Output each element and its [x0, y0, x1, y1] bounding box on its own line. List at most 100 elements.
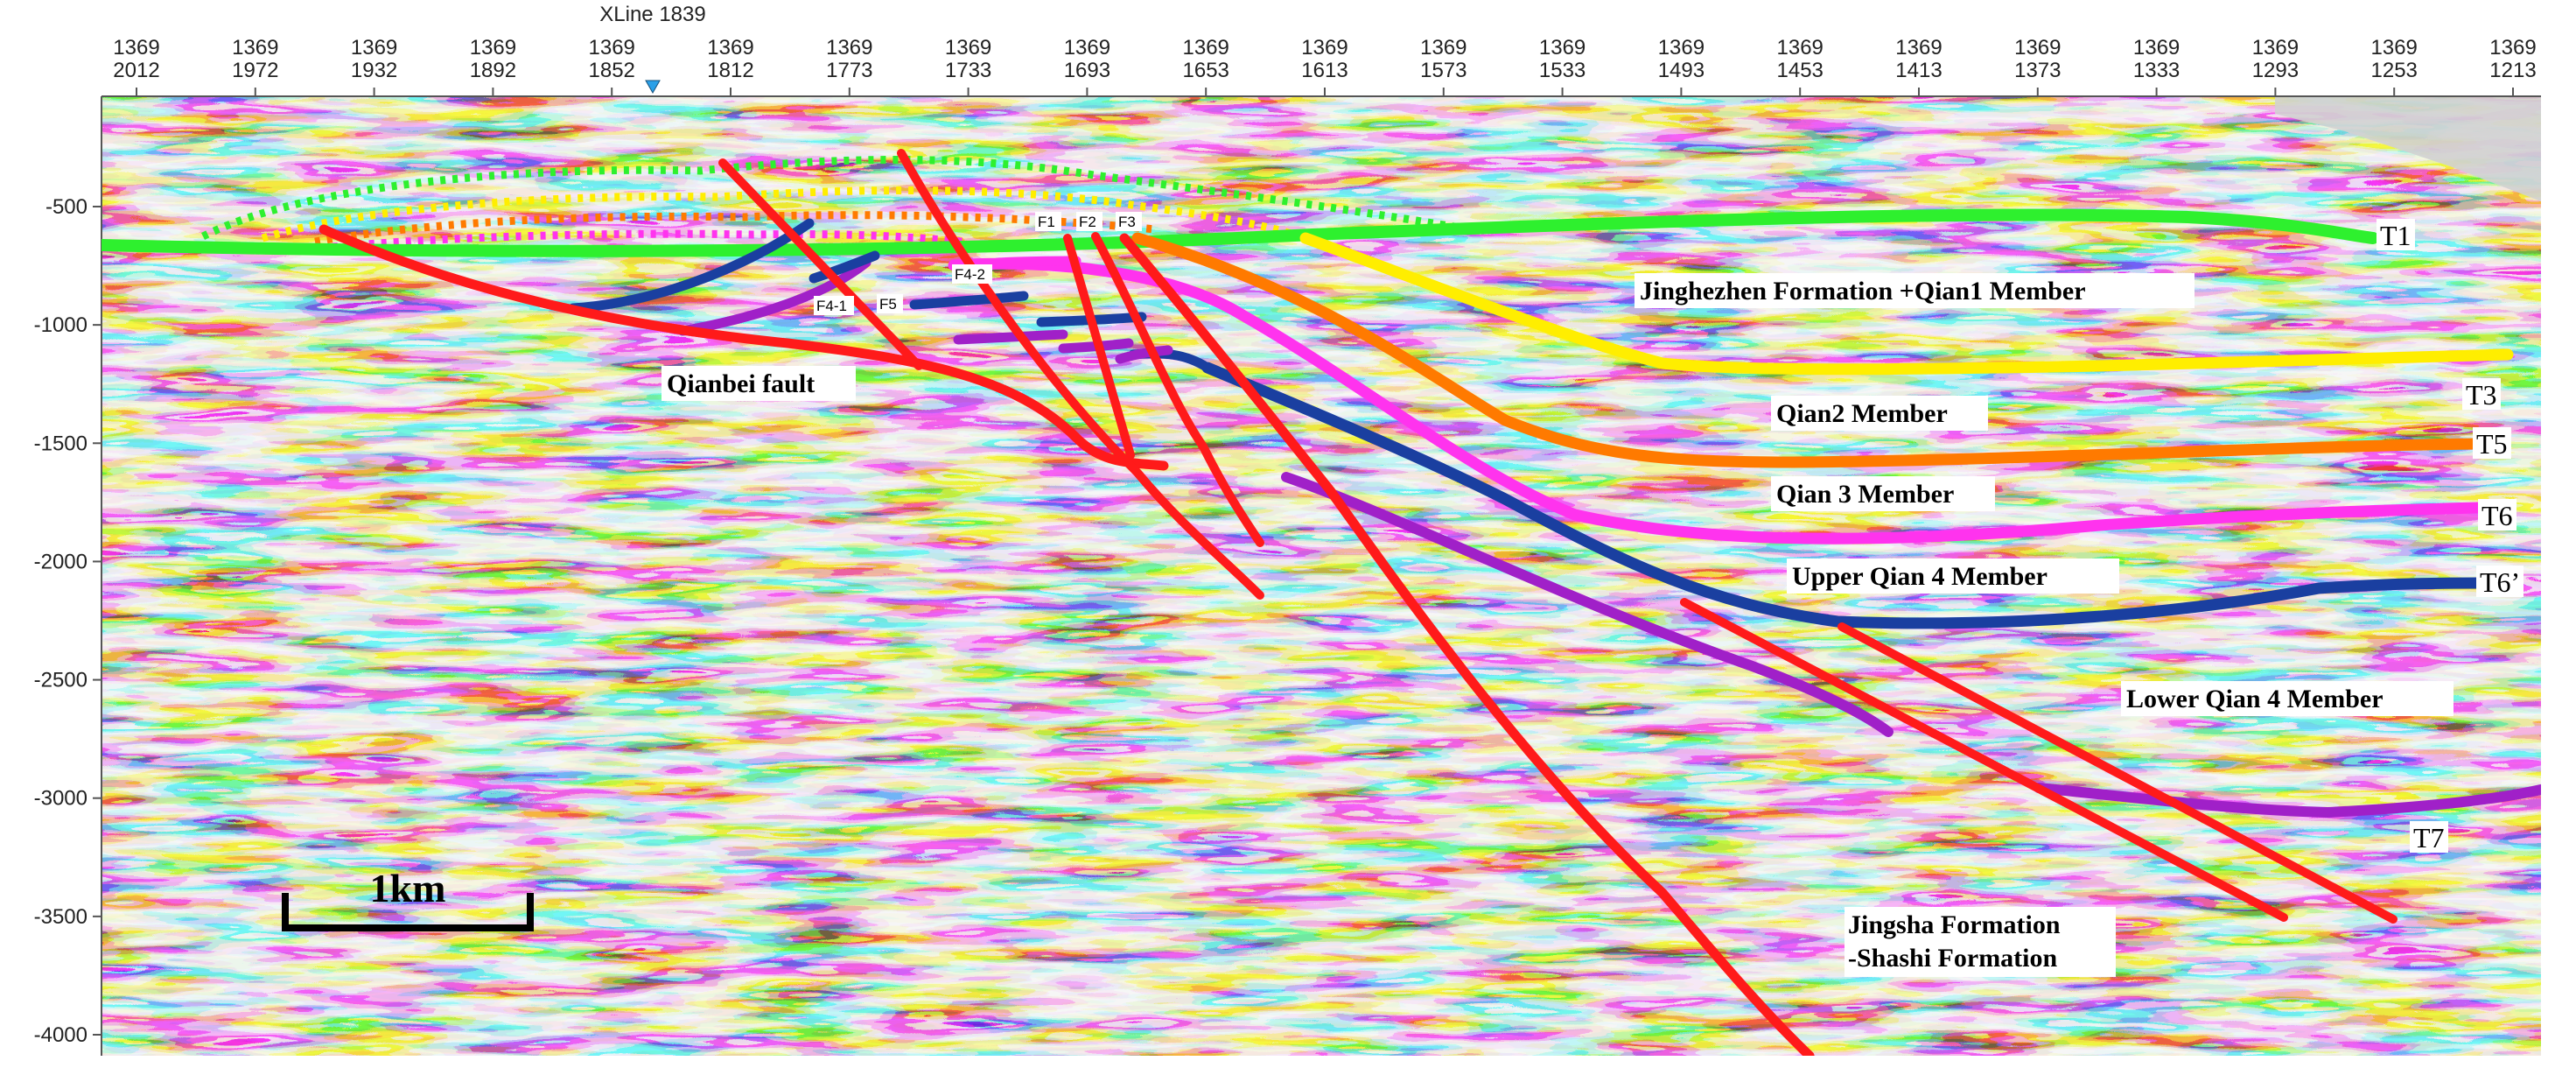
xline-ticks: 1369201213691972136919321369189213691852… [113, 36, 2537, 96]
inline-number: 1369 [589, 36, 635, 60]
horizon-blue-block-2 [909, 291, 1029, 310]
fault-F1 [1063, 234, 1135, 460]
inline-number: 1369 [1183, 36, 1229, 60]
fault-F3 [1119, 233, 1815, 1056]
inline-number: 1369 [2014, 36, 2061, 60]
xline-number: 1573 [1420, 59, 1466, 82]
horizon-T1 [102, 208, 2379, 257]
inline-number: 1369 [1658, 36, 1704, 60]
label-jinghezhen: Jinghezhen Formation +Qian1 Member [1640, 277, 2086, 306]
horizon-T5 [1131, 232, 2482, 468]
inline-number: 1369 [2133, 36, 2180, 60]
xline-number: 1773 [826, 59, 872, 82]
fault-F4-1 [718, 158, 923, 370]
label-F4-2: F4-2 [955, 266, 985, 283]
label-T6prime: T6’ [2480, 566, 2520, 598]
inline-number: 1369 [1301, 36, 1348, 60]
label-T6: T6 [2482, 500, 2513, 531]
depth-tick-label: -500 [46, 195, 88, 219]
interpretation-overlay [102, 149, 2541, 1056]
label-F4-1: F4-1 [816, 298, 847, 314]
xline-number: 1852 [589, 59, 635, 82]
depth-tick-label: -3500 [34, 905, 88, 929]
label-T5: T5 [2476, 428, 2508, 460]
xline-number: 1293 [2252, 59, 2299, 82]
fault-labels: F1 F2 F3 F4-2 F4-1 F5 [814, 212, 1142, 315]
label-jingsha-2: -Shashi Formation [1848, 944, 2058, 973]
xline-number: 1333 [2133, 59, 2180, 82]
horizon-T6prime [1201, 362, 2491, 629]
scale-bar: 1km [282, 866, 534, 931]
label-T3: T3 [2466, 379, 2497, 411]
unit-labels: Jinghezhen Formation +Qian1 Member Qian2… [662, 273, 2454, 977]
horizon-T6 [948, 257, 2484, 545]
label-qianbei-fault: Qianbei fault [667, 369, 815, 398]
xline-number: 1693 [1064, 59, 1110, 82]
inline-number: 1369 [2371, 36, 2418, 60]
xline-number: 1812 [707, 59, 753, 82]
fault-east-2 [1838, 622, 2398, 924]
label-T1: T1 [2380, 220, 2412, 251]
inline-number: 1369 [470, 36, 516, 60]
horizon-T7-east [2034, 783, 2541, 819]
xline-number: 1453 [1777, 59, 1824, 82]
label-lower-qian4: Lower Qian 4 Member [2126, 685, 2384, 713]
scale-bar-line [282, 893, 534, 931]
horizon-orange-dotted [314, 211, 1156, 246]
inline-number: 1369 [1777, 36, 1824, 60]
inline-number: 1369 [113, 36, 159, 60]
xline-number: 1932 [351, 59, 397, 82]
horizon-blue-block-1 [808, 250, 880, 284]
xline-number: 1373 [2014, 59, 2061, 82]
fault-F5 [897, 149, 1264, 600]
depth-tick-label: -2500 [34, 669, 88, 692]
inline-number: 1369 [707, 36, 753, 60]
horizon-purple-west [677, 257, 872, 336]
depth-axis: -500 -1000 -1500 -2000 -2500 -3000 -3500 -4000 [34, 96, 102, 1056]
xline-number: 1892 [470, 59, 516, 82]
horizon-green-dotted [200, 156, 1471, 241]
inline-number: 1369 [826, 36, 872, 60]
depth-tick-label: -2000 [34, 550, 88, 573]
fault-qianbei [318, 224, 1169, 471]
label-upper-qian4: Upper Qian 4 Member [1792, 562, 2048, 591]
label-F1: F1 [1038, 214, 1055, 230]
label-qian3: Qian 3 Member [1776, 480, 1954, 509]
xline-marker-label: XLine 1839 [599, 3, 705, 26]
top-axis: 1369201213691972136919321369189213691852… [102, 3, 2541, 97]
inline-number: 1369 [1539, 36, 1586, 60]
label-F2: F2 [1079, 214, 1096, 230]
label-F5: F5 [879, 296, 897, 313]
xline-marker-icon [645, 80, 661, 95]
label-T7: T7 [2413, 822, 2445, 854]
horizon-T7 [1281, 472, 1894, 737]
inline-number: 1369 [2489, 36, 2536, 60]
xline-number: 1613 [1301, 59, 1348, 82]
depth-tick-label: -3000 [34, 787, 88, 811]
inline-number: 1369 [2252, 36, 2299, 60]
horizon-purple-block-2 [953, 329, 1068, 345]
fault-F2 [1091, 232, 1264, 547]
depth-ticks: -500 -1000 -1500 -2000 -2500 -3000 -3500 -4000 [34, 195, 102, 1047]
depth-tick-label: -1000 [34, 313, 88, 337]
horizon-T3 [1299, 232, 2514, 376]
inline-number: 1369 [945, 36, 991, 60]
inline-number: 1369 [1064, 36, 1110, 60]
horizon-magenta-block-1 [992, 256, 1082, 268]
xline-number: 1413 [1895, 59, 1942, 82]
xline-number: 1653 [1183, 59, 1229, 82]
horizon-magenta-dotted [332, 229, 963, 251]
xline-number: 1253 [2371, 59, 2418, 82]
label-F3: F3 [1118, 214, 1136, 230]
horizon-blue-west [568, 218, 815, 313]
horizon-labels: T1 T3 T5 T6 T6’ T7 [2376, 219, 2524, 854]
xline-number: 1972 [232, 59, 278, 82]
label-jingsha-1: Jingsha Formation [1848, 910, 2061, 939]
xline-number: 1493 [1658, 59, 1704, 82]
inline-number: 1369 [1420, 36, 1466, 60]
xline-number: 1213 [2489, 59, 2536, 82]
xline-number: 1733 [945, 59, 991, 82]
horizon-yellow-dotted [261, 186, 1306, 242]
